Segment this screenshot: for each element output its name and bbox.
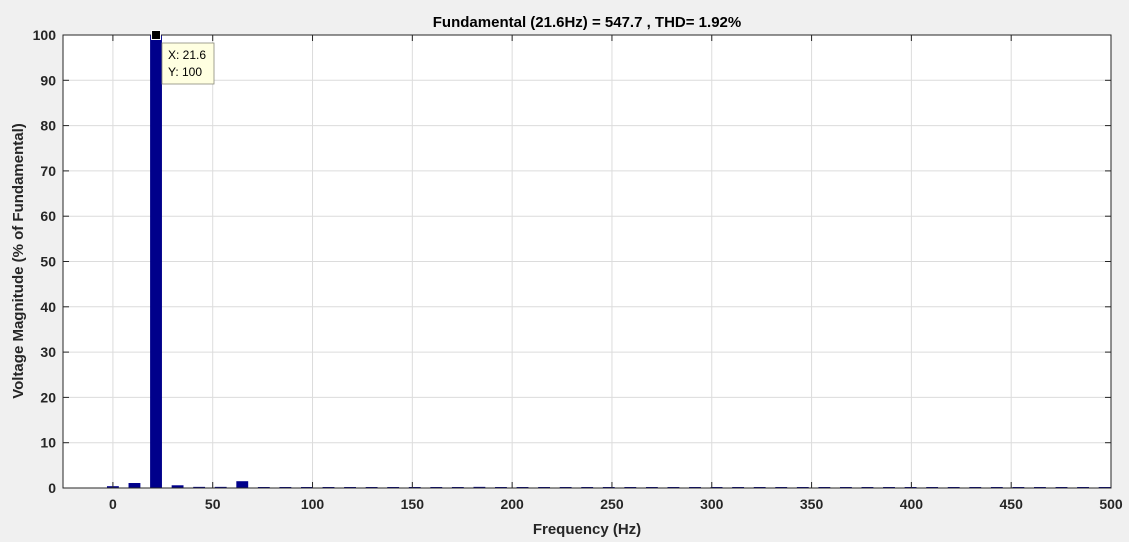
y-tick-label: 40 (40, 299, 56, 315)
y-tick-label: 100 (33, 27, 57, 43)
x-tick-label: 50 (205, 496, 221, 512)
x-tick-label: 0 (109, 496, 117, 512)
x-tick-label: 250 (600, 496, 624, 512)
x-tick-label: 100 (301, 496, 325, 512)
ticks (63, 34, 1112, 489)
x-tick-label: 450 (1000, 496, 1024, 512)
x-tick-label: 400 (900, 496, 924, 512)
y-tick-label: 50 (40, 254, 56, 270)
bar[interactable] (150, 35, 162, 488)
bar[interactable] (128, 483, 141, 488)
x-tick-label: 500 (1099, 496, 1123, 512)
y-tick-label: 60 (40, 208, 56, 224)
datatip-x-text: X: 21.6 (168, 48, 206, 62)
x-tick-label: 150 (401, 496, 425, 512)
x-tick-label: 200 (500, 496, 524, 512)
y-tick-label: 90 (40, 72, 56, 88)
bar[interactable] (214, 486, 227, 488)
datatip-y-text: Y: 100 (168, 65, 202, 79)
datatip[interactable]: X: 21.6 Y: 100 (151, 30, 215, 85)
bar[interactable] (171, 485, 184, 488)
bar[interactable] (236, 481, 249, 488)
datatip-marker[interactable] (151, 30, 162, 40)
y-tick-label: 0 (48, 480, 56, 496)
y-tick-label: 80 (40, 118, 56, 134)
datatip-box[interactable] (161, 42, 215, 85)
chart-title: Fundamental (21.6Hz) = 547.7 , THD= 1.92… (433, 14, 741, 31)
x-tick-label: 350 (800, 496, 824, 512)
bar[interactable] (473, 486, 486, 488)
y-tick-label: 10 (40, 435, 56, 451)
y-axis-label: Voltage Magnitude (% of Fundamental) (10, 123, 27, 399)
bar[interactable] (193, 486, 206, 488)
y-tick-label: 30 (40, 344, 56, 360)
y-tick-label: 70 (40, 163, 56, 179)
tick-labels: 0 50 100 150 200 250 300 350 400 450 500 0 10 20 30 40 5… (33, 27, 1123, 512)
x-axis-label: Frequency (Hz) (533, 521, 641, 538)
x-tick-label: 300 (700, 496, 724, 512)
y-tick-label: 20 (40, 389, 56, 405)
